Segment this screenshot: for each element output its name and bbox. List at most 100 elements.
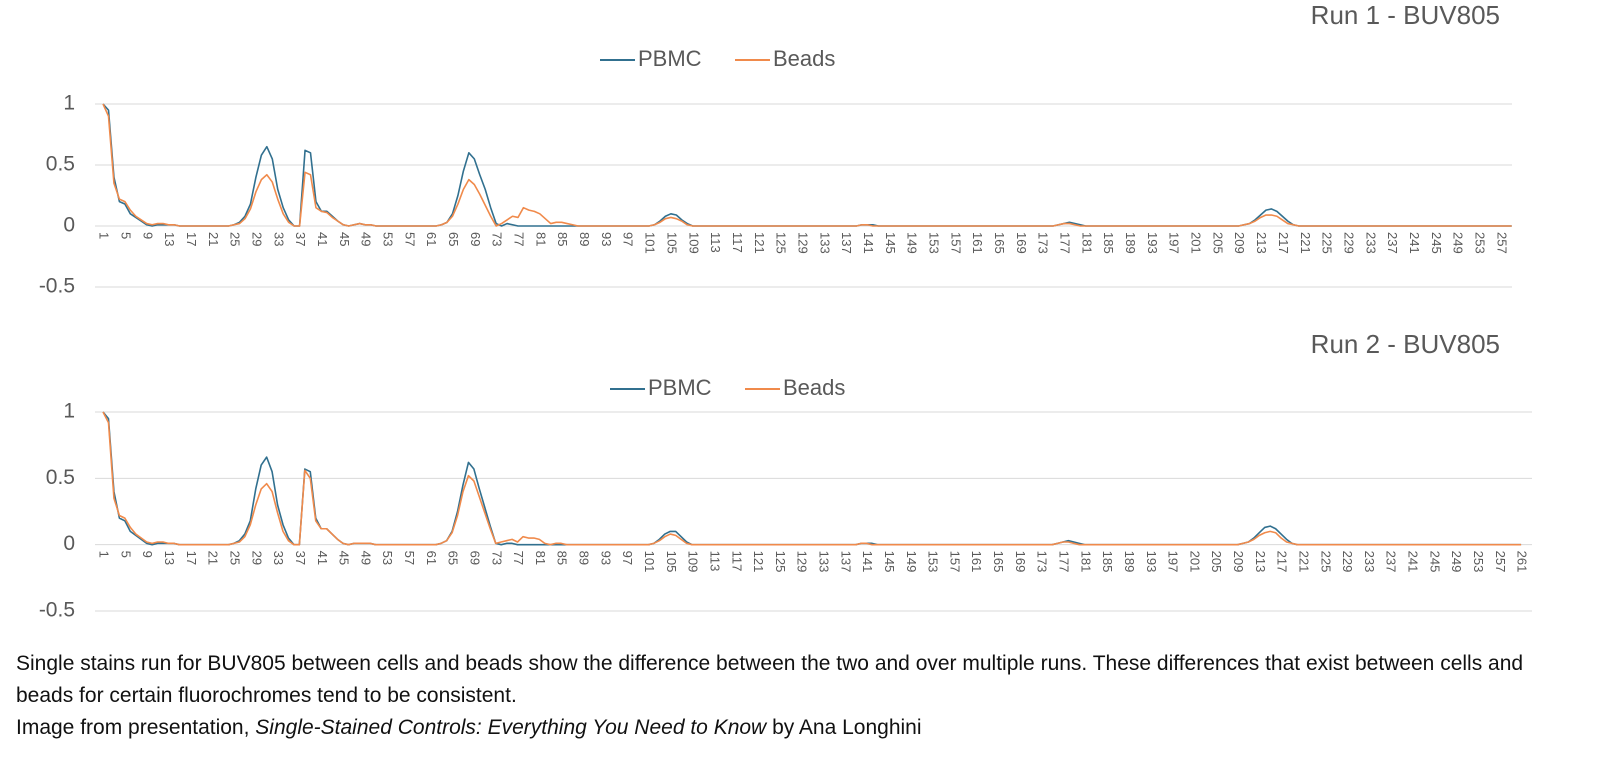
x-tick-label: 173 (1036, 232, 1051, 254)
x-tick-label: 61 (424, 551, 439, 565)
x-tick-label: 149 (905, 232, 920, 254)
x-tick-label: 161 (970, 232, 985, 254)
x-tick-label: 57 (402, 551, 417, 565)
x-tick-label: 69 (468, 232, 483, 246)
x-tick-label: 245 (1427, 551, 1442, 573)
x-tick-label: 181 (1079, 232, 1094, 254)
x-tick-label: 137 (839, 232, 854, 254)
x-tick-label: 117 (729, 551, 744, 572)
x-tick-label: 129 (795, 232, 810, 254)
x-tick-label: 13 (162, 232, 177, 246)
x-tick-label: 141 (860, 551, 875, 573)
x-tick-label: 177 (1058, 232, 1073, 254)
legend-label: Beads (773, 46, 835, 71)
x-tick-label: 57 (402, 232, 417, 246)
x-tick-label: 229 (1341, 232, 1356, 254)
x-tick-label: 229 (1340, 551, 1355, 573)
x-tick-label: 33 (271, 551, 286, 565)
x-tick-label: 221 (1298, 232, 1313, 254)
x-tick-label: 37 (293, 551, 308, 565)
x-tick-label: 257 (1493, 551, 1508, 573)
x-tick-label: 253 (1471, 551, 1486, 573)
x-tick-label: 49 (359, 232, 374, 246)
x-tick-label: 181 (1078, 551, 1093, 573)
y-tick-label: 1 (63, 400, 75, 423)
x-tick-label: 21 (206, 232, 221, 246)
y-tick-label: -0.5 (39, 275, 75, 298)
caption: Single stains run for BUV805 between cel… (16, 648, 1586, 744)
x-tick-label: 93 (598, 551, 613, 565)
x-tick-label: 237 (1384, 551, 1399, 573)
x-tick-label: 9 (140, 232, 155, 239)
x-tick-label: 29 (249, 232, 264, 246)
x-tick-label: 61 (424, 232, 439, 246)
x-tick-label: 157 (948, 232, 963, 254)
x-tick-label: 193 (1145, 232, 1160, 254)
x-tick-label: 145 (882, 551, 897, 573)
x-tick-label: 73 (490, 232, 505, 246)
x-tick-label: 201 (1187, 551, 1202, 573)
x-tick-label: 85 (555, 232, 570, 246)
chart: Run 1 - BUV805-0.500.511 5 9 13 17 21 25 29 33 37… (39, 0, 1532, 622)
x-tick-label: 97 (621, 232, 636, 246)
x-tick-label: 177 (1056, 551, 1071, 573)
x-tick-label: 65 (446, 551, 461, 565)
x-tick-label: 129 (795, 551, 810, 573)
x-tick-label: 233 (1363, 232, 1378, 254)
x-tick-label: 237 (1385, 232, 1400, 254)
x-tick-label: 213 (1253, 551, 1268, 573)
x-tick-label: 109 (686, 551, 701, 573)
x-tick-label: 149 (904, 551, 919, 573)
x-tick-label: 173 (1035, 551, 1050, 573)
x-tick-label: 29 (249, 551, 264, 565)
x-tick-label: 73 (489, 551, 504, 565)
x-tick-label: 89 (577, 551, 592, 565)
caption-text: Single stains run for BUV805 between cel… (16, 652, 1524, 707)
y-tick-label: 1 (63, 92, 75, 115)
x-tick-label: 169 (1013, 551, 1028, 573)
x-tick-label: 257 (1494, 232, 1509, 254)
x-tick-label: 213 (1254, 232, 1269, 254)
x-tick-label: 105 (664, 232, 679, 254)
caption-source: Image from presentation, Single-Stained … (16, 712, 1586, 744)
x-tick-label: 233 (1362, 551, 1377, 573)
x-tick-label: 65 (446, 232, 461, 246)
x-tick-label: 189 (1123, 232, 1138, 254)
x-tick-label: 185 (1101, 232, 1116, 254)
x-tick-label: 97 (620, 551, 635, 565)
x-tick-label: 53 (381, 232, 396, 246)
x-tick-label: 13 (162, 551, 177, 565)
x-tick-label: 193 (1144, 551, 1159, 573)
x-tick-label: 5 (118, 232, 133, 239)
x-tick-label: 145 (883, 232, 898, 254)
x-tick-label: 17 (184, 551, 199, 565)
x-tick-label: 5 (118, 551, 133, 558)
x-tick-label: 21 (206, 551, 221, 565)
x-tick-label: 225 (1318, 551, 1333, 573)
x-tick-label: 81 (533, 551, 548, 565)
x-tick-label: 169 (1014, 232, 1029, 254)
series-line (102, 411, 1522, 546)
source-suffix: by Ana Longhini (772, 716, 922, 739)
chart-title: Run 2 - BUV805 (1311, 329, 1500, 359)
x-tick-label: 189 (1122, 551, 1137, 573)
x-tick-label: 165 (992, 232, 1007, 254)
x-tick-label: 1 (97, 232, 112, 239)
x-tick-label: 25 (227, 551, 242, 565)
x-tick-label: 249 (1449, 551, 1464, 573)
x-tick-label: 153 (926, 551, 941, 573)
x-tick-label: 137 (838, 551, 853, 573)
x-tick-label: 133 (817, 232, 832, 254)
x-tick-label: 45 (337, 551, 352, 565)
x-tick-label: 109 (686, 232, 701, 254)
x-tick-label: 165 (991, 551, 1006, 573)
x-tick-label: 117 (730, 232, 745, 253)
x-tick-label: 205 (1210, 232, 1225, 254)
y-tick-label: -0.5 (39, 599, 75, 622)
x-tick-label: 125 (774, 232, 789, 254)
x-tick-label: 121 (752, 232, 767, 254)
x-tick-label: 185 (1100, 551, 1115, 573)
legend-label: PBMC (648, 375, 712, 400)
x-tick-label: 121 (751, 551, 766, 573)
y-tick-label: 0 (63, 532, 75, 555)
